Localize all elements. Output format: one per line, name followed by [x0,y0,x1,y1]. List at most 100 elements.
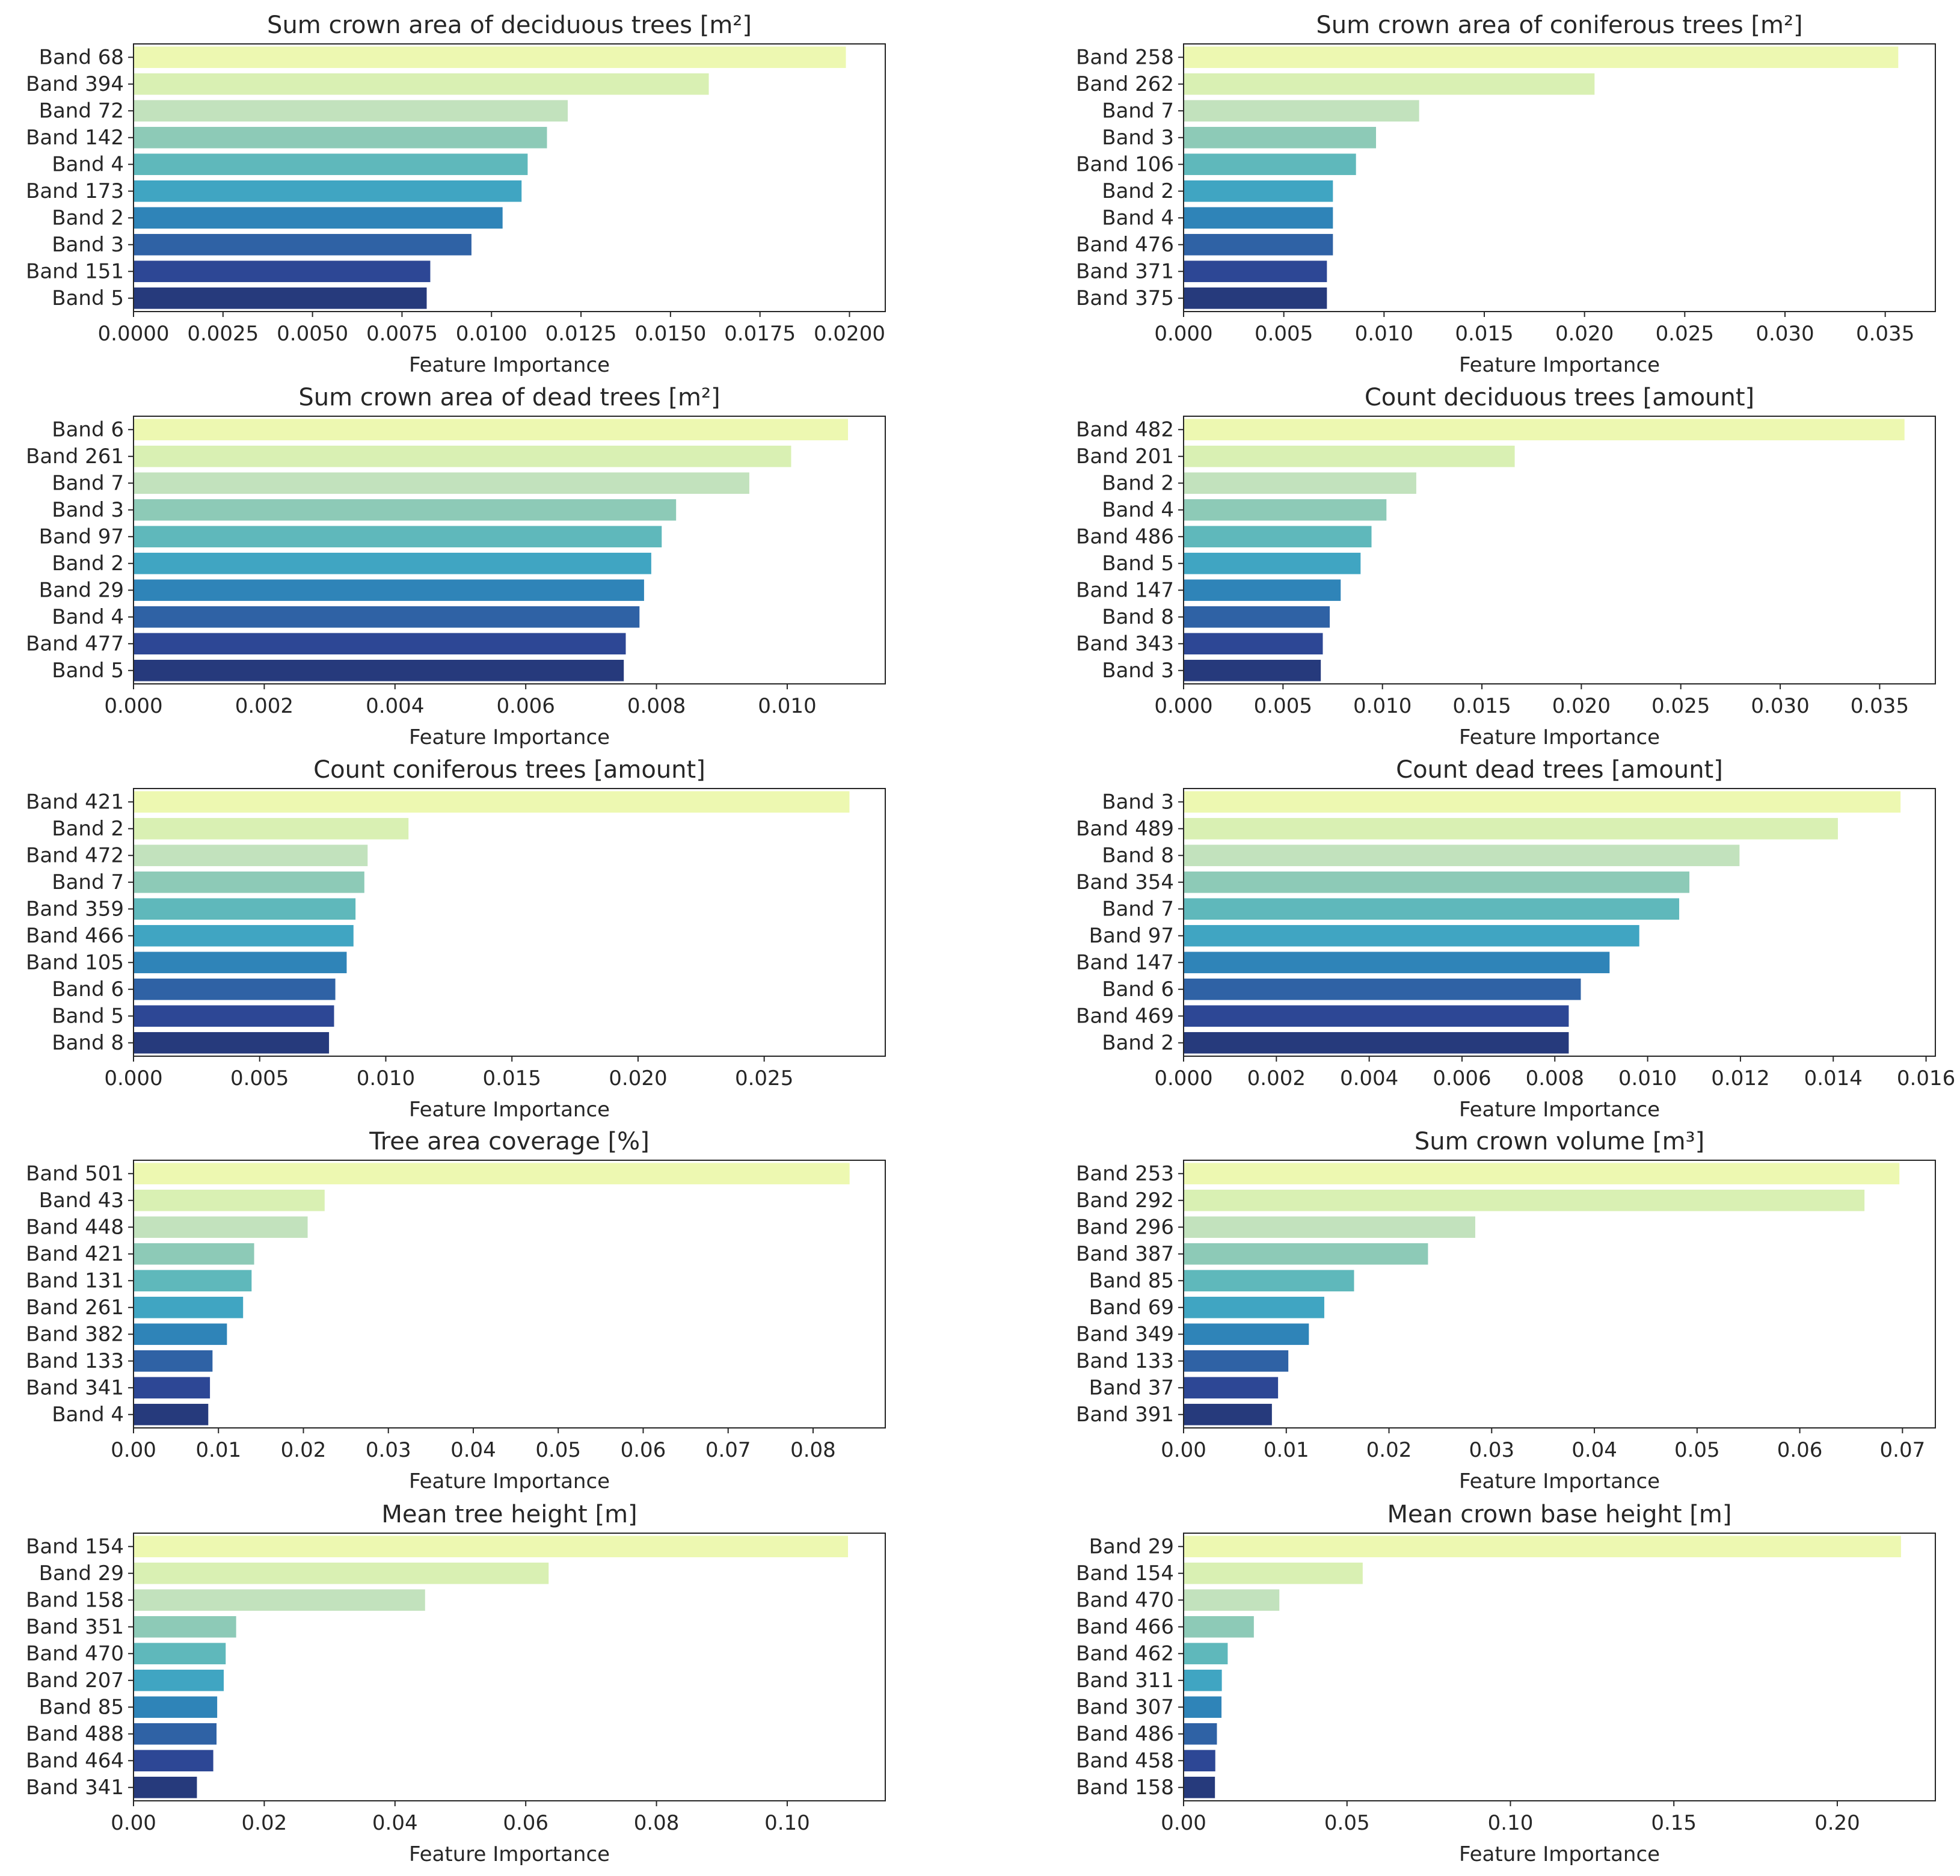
bar [1184,791,1901,813]
y-tick-label: Band 7 [52,471,124,495]
x-tick-label: 0.006 [497,694,555,718]
y-tick-label: Band 5 [1102,552,1174,576]
bar [1184,606,1330,628]
x-tick-label: 0.06 [503,1811,548,1835]
bar [134,472,749,494]
y-tick-label: Band 472 [26,843,124,867]
bar [1184,952,1610,974]
chart-title: Sum crown area of dead trees [m²] [298,384,720,411]
y-tick-label: Band 201 [1076,444,1174,469]
x-tick-label: 0.002 [1247,1066,1306,1090]
y-tick-label: Band 307 [1076,1695,1174,1719]
y-tick-label: Band 7 [1102,99,1174,123]
y-tick-label: Band 341 [26,1376,124,1400]
y-tick-label: Band 106 [1076,152,1174,176]
y-tick-label: Band 261 [26,444,124,469]
y-tick-label: Band 3 [1102,126,1174,150]
x-axis-label: Feature Importance [1459,725,1660,749]
y-tick-label: Band 387 [1076,1242,1174,1266]
y-tick-label: Band 391 [1076,1403,1174,1427]
bar [134,552,651,574]
y-tick-label: Band 349 [1076,1322,1174,1346]
y-tick-label: Band 6 [52,977,124,1001]
y-tick-label: Band 4 [52,1403,124,1427]
x-tick-label: 0.02 [281,1438,327,1462]
y-tick-label: Band 6 [1102,977,1174,1001]
x-tick-label: 0.10 [1488,1811,1534,1835]
bar [134,233,472,256]
x-tick-label: 0.012 [1711,1066,1769,1090]
bar [134,924,354,947]
axes-frame [1183,1160,1936,1429]
y-tick-label: Band 133 [1076,1349,1174,1373]
y-tick-label: Band 354 [1076,870,1174,894]
y-tick-label: Band 5 [52,659,124,683]
bar [1184,817,1838,840]
chart-panel-2: Sum crown area of coniferous trees [m²] B… [1076,11,1936,377]
bar [1184,844,1740,867]
y-tick-label: Band 2 [1102,179,1174,203]
y-tick-label: Band 7 [52,870,124,894]
x-tick-label: 0.025 [735,1066,793,1090]
y-tick-label: Band 258 [1076,45,1174,69]
x-tick-label: 0.06 [1777,1438,1823,1462]
chart-title: Count deciduous trees [amount] [1365,384,1754,411]
x-tick-label: 0.010 [357,1066,415,1090]
y-tick-label: Band 488 [26,1722,124,1746]
y-tick-label: Band 29 [39,1561,124,1585]
y-tick-label: Band 8 [1102,843,1174,867]
bar [1184,1189,1865,1211]
bar [1184,1616,1254,1638]
x-axis-label: Feature Importance [409,1098,610,1122]
bar [134,659,624,681]
bar [1184,445,1515,467]
chart-panel-4: Count deciduous trees [amount] Band 482 Ba… [1076,384,1936,749]
y-tick-label: Band 292 [1076,1189,1174,1213]
y-tick-label: Band 173 [26,179,124,203]
bar [1184,633,1323,655]
y-tick-label: Band 351 [26,1615,124,1639]
bar [134,1216,308,1238]
y-tick-label: Band 470 [1076,1588,1174,1612]
y-tick-label: Band 4 [52,605,124,629]
chart-title: Tree area coverage [%] [369,1128,650,1155]
y-tick-label: Band 343 [1076,632,1174,656]
x-tick-label: 0.03 [1469,1438,1514,1462]
x-axis-label: Feature Importance [409,1469,610,1493]
bar [1184,1696,1222,1718]
y-tick-label: Band 482 [1076,417,1174,441]
x-tick-label: 0.020 [1555,322,1614,346]
y-tick-label: Band 154 [1076,1561,1174,1585]
y-tick-label: Band 97 [1089,924,1174,948]
axes-frame [133,1160,886,1429]
x-tick-label: 0.010 [1355,322,1413,346]
y-tick-label: Band 37 [1089,1376,1174,1400]
bar [134,606,640,628]
bar [134,791,850,813]
y-tick-label: Band 466 [26,924,124,948]
x-tick-label: 0.015 [483,1066,541,1090]
y-tick-label: Band 147 [1076,950,1174,974]
y-tick-label: Band 29 [39,578,124,602]
x-tick-label: 0.05 [1324,1811,1370,1835]
bar [1184,871,1690,893]
bar [1184,659,1321,681]
chart-title: Sum crown area of coniferous trees [m²] [1316,11,1802,39]
bar [1184,1270,1354,1292]
axes-frame [133,1533,886,1801]
bar [134,817,409,840]
y-tick-label: Band 133 [26,1349,124,1373]
bar [134,100,568,122]
chart-panel-9: Mean tree height [m] Band 154 Band 29 Band … [26,1501,886,1866]
y-tick-label: Band 97 [39,524,124,549]
chart-panel-1: Sum crown area of deciduous trees [m²] Ba… [26,11,886,377]
bar [1184,1377,1279,1399]
x-tick-label: 0.030 [1751,694,1809,718]
x-tick-label: 0.0025 [187,322,259,346]
x-tick-label: 0.000 [1154,694,1212,718]
x-tick-label: 0.025 [1656,322,1714,346]
bar [134,445,791,467]
bar [1184,499,1387,521]
y-tick-label: Band 6 [52,417,124,441]
